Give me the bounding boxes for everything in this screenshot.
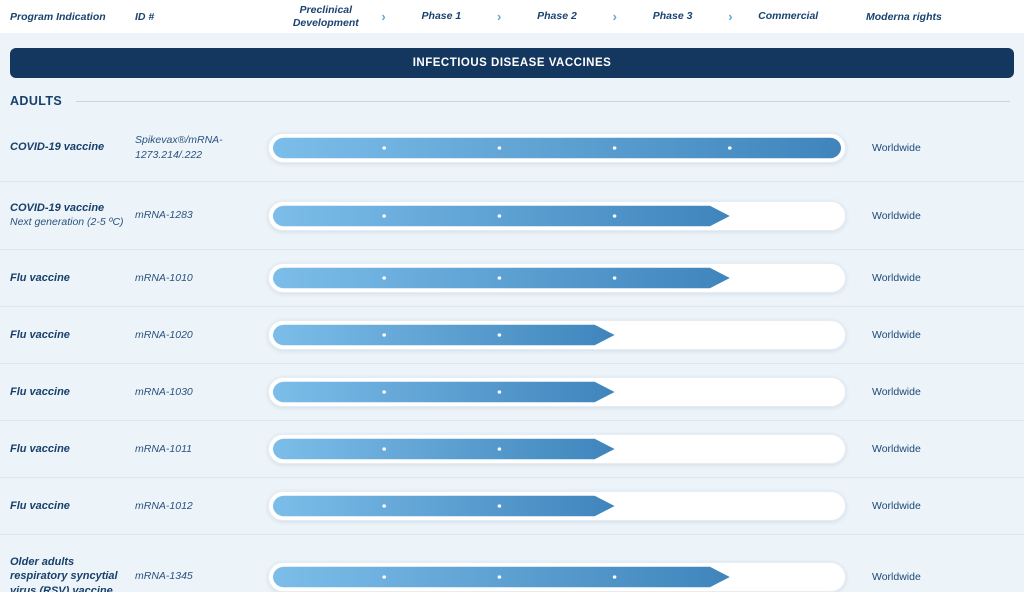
program-cell: COVID-19 vaccine (10, 140, 135, 154)
program-name: Flu vaccine (10, 271, 70, 284)
pipeline-row: Older adults respiratory syncytial virus… (0, 535, 1024, 592)
progress-track (268, 132, 846, 163)
program-id: mRNA-1010 (135, 271, 193, 284)
rights-value: Worldwide (872, 570, 921, 583)
progress-cell (268, 377, 846, 407)
progress-track (268, 561, 846, 592)
program-id: mRNA-1030 (135, 385, 193, 398)
chevron-right-icon: › (728, 8, 733, 24)
program-name: Flu vaccine (10, 385, 70, 398)
progress-cell (268, 491, 846, 521)
program-cell: Flu vaccine (10, 499, 135, 513)
pipeline-rows: COVID-19 vaccine Spikevax®/mRNA-1273.214… (0, 114, 1024, 592)
rights-value: Worldwide (872, 272, 921, 284)
progress-cell (268, 561, 846, 592)
header-phase-1: Preclinical Development (292, 4, 359, 29)
progress-cell (268, 200, 846, 231)
progress-track (268, 491, 846, 521)
progress-cell (268, 320, 846, 350)
program-id: mRNA-1012 (135, 499, 193, 512)
program-name: Flu vaccine (10, 442, 70, 455)
progress-track (268, 377, 846, 407)
rights-value: Worldwide (872, 329, 921, 341)
column-header-row: Program Indication ID # Preclinical Deve… (0, 0, 1024, 33)
program-cell: Flu vaccine (10, 328, 135, 342)
pipeline-row: COVID-19 vaccine Spikevax®/mRNA-1273.214… (0, 114, 1024, 182)
header-phase-2: Phase 1 (421, 10, 462, 23)
pipeline-row: Flu vaccine mRNA-1020 Worldwide (0, 307, 1024, 364)
pipeline-row: Flu vaccine mRNA-1030 Worldwide (0, 364, 1024, 421)
section-title: ADULTS (10, 94, 63, 108)
program-cell: Flu vaccine (10, 271, 135, 285)
chevron-right-icon: › (612, 8, 617, 24)
progress-track (268, 434, 846, 464)
rights-value: Worldwide (872, 141, 921, 154)
pipeline-row: Flu vaccine mRNA-1011 Worldwide (0, 421, 1024, 478)
rights-value: Worldwide (872, 443, 921, 455)
header-phase-4: Phase 3 (652, 10, 693, 23)
progress-track (268, 263, 846, 293)
program-subtitle: Next generation (2-5 ºC) (10, 216, 124, 229)
program-cell: COVID-19 vaccine Next generation (2-5 ºC… (10, 201, 135, 230)
header-moderna-rights: Moderna rights (866, 10, 942, 23)
pipeline-row: COVID-19 vaccine Next generation (2-5 ºC… (0, 182, 1024, 250)
progress-bar (272, 324, 615, 346)
program-cell: Flu vaccine (10, 385, 135, 399)
pipeline-row: Flu vaccine mRNA-1010 Worldwide (0, 250, 1024, 307)
progress-track (268, 200, 846, 231)
program-id: mRNA-1020 (135, 328, 193, 341)
header-id: ID # (135, 10, 155, 23)
program-name: COVID-19 vaccine (10, 141, 105, 154)
progress-bar (272, 267, 730, 289)
progress-cell (268, 132, 846, 163)
section-heading-row: ADULTS (0, 92, 1024, 110)
program-cell: Older adults respiratory syncytial virus… (10, 555, 135, 592)
program-id: mRNA-1283 (135, 209, 193, 222)
progress-track (268, 320, 846, 350)
header-phase-5: Commercial (758, 10, 819, 23)
progress-bar (272, 495, 615, 517)
progress-bar (272, 137, 842, 158)
progress-bar (272, 566, 730, 587)
progress-bar (272, 381, 615, 403)
phase-header: Preclinical Development Phase 1 Phase 2 Pha… (268, 0, 846, 33)
chevron-right-icon: › (381, 8, 386, 24)
program-id: mRNA-1345 (135, 570, 193, 583)
program-cell: Flu vaccine (10, 442, 135, 456)
program-name: COVID-19 vaccine (10, 202, 105, 215)
chevron-right-icon: › (497, 8, 502, 24)
program-name: Flu vaccine (10, 499, 70, 512)
progress-cell (268, 434, 846, 464)
header-program-indication: Program Indication (10, 10, 106, 23)
header-phase-3: Phase 2 (537, 10, 577, 23)
section-divider (76, 100, 1010, 102)
progress-bar (272, 438, 615, 460)
program-name: Flu vaccine (10, 328, 70, 341)
category-banner-title: INFECTIOUS DISEASE VACCINES (412, 57, 612, 69)
progress-bar (272, 205, 730, 226)
rights-value: Worldwide (872, 209, 921, 222)
category-banner: INFECTIOUS DISEASE VACCINES (10, 48, 1014, 78)
program-name: Older adults respiratory syncytial virus… (10, 556, 118, 592)
rights-value: Worldwide (872, 386, 921, 398)
rights-value: Worldwide (872, 500, 921, 512)
pipeline-row: Flu vaccine mRNA-1012 Worldwide (0, 478, 1024, 535)
program-id: Spikevax®/mRNA-1273.214/.222 (135, 134, 223, 161)
program-id: mRNA-1011 (135, 442, 192, 455)
progress-cell (268, 263, 846, 293)
